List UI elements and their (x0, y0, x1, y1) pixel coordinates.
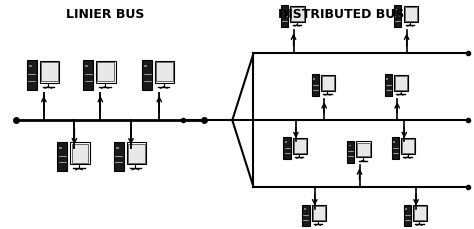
Bar (39, 61, 59, 83)
Bar (283, 9, 285, 11)
Bar (405, 208, 407, 210)
Bar (313, 206, 325, 220)
Bar (285, 141, 287, 143)
Bar (392, 137, 399, 159)
Bar (85, 65, 88, 67)
Bar (313, 78, 315, 80)
Bar (281, 5, 288, 27)
Bar (127, 142, 146, 164)
Bar (57, 142, 67, 172)
Bar (96, 61, 116, 83)
Bar (293, 138, 307, 154)
Bar (394, 75, 409, 91)
Bar (114, 142, 124, 172)
Bar (294, 139, 306, 153)
Text: DISTRIBUTED BUS: DISTRIBUTED BUS (278, 8, 404, 21)
Bar (312, 74, 319, 96)
Bar (401, 138, 415, 154)
Bar (347, 141, 355, 163)
Bar (128, 144, 145, 163)
Bar (402, 139, 414, 153)
Bar (413, 205, 427, 221)
Bar (395, 76, 407, 90)
Bar (98, 62, 114, 81)
Bar (291, 6, 305, 22)
Bar (302, 204, 310, 226)
Bar (386, 78, 388, 80)
Bar (393, 141, 395, 143)
Bar (27, 60, 36, 90)
Bar (321, 75, 335, 91)
Bar (116, 147, 119, 149)
Bar (41, 62, 58, 81)
Bar (322, 76, 334, 90)
Bar (83, 60, 93, 90)
Bar (396, 9, 398, 11)
Bar (394, 5, 401, 27)
Bar (356, 142, 371, 157)
Bar (414, 206, 426, 220)
Bar (403, 6, 418, 22)
Text: LINIER BUS: LINIER BUS (66, 8, 144, 21)
Bar (72, 144, 88, 163)
Bar (144, 65, 147, 67)
Bar (59, 147, 63, 149)
Bar (404, 7, 417, 21)
Bar (304, 208, 306, 210)
Bar (385, 74, 392, 96)
Bar (292, 7, 304, 21)
Bar (348, 145, 351, 146)
Bar (156, 62, 173, 81)
Bar (357, 143, 370, 156)
Bar (404, 204, 411, 226)
Bar (70, 142, 90, 164)
Bar (29, 65, 32, 67)
Bar (283, 137, 291, 159)
Bar (155, 61, 174, 83)
Bar (311, 205, 326, 221)
Bar (142, 60, 152, 90)
